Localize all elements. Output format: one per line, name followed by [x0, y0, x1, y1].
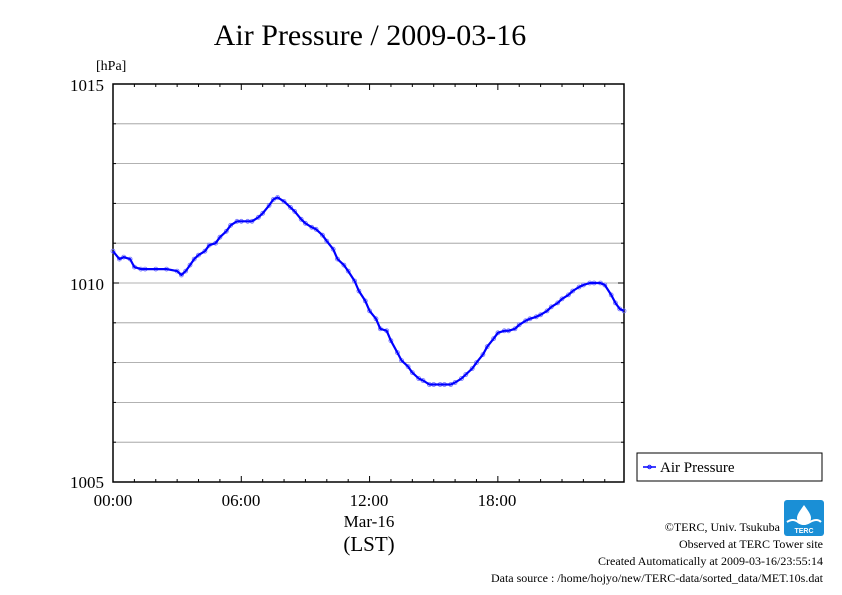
data-point — [183, 268, 189, 274]
logo-drop-icon — [797, 505, 811, 525]
y-axis-unit-label: [hPa] — [96, 59, 126, 74]
footer-source: Data source : /home/hojyo/new/TERC-data/… — [490, 571, 823, 585]
data-point — [298, 216, 304, 222]
data-point — [223, 228, 229, 234]
data-point — [217, 234, 223, 240]
legend-swatch-marker — [647, 464, 652, 470]
grid-lines — [113, 123, 624, 443]
footer-created: Created Automatically at 2009-03-16/23:5… — [598, 554, 823, 568]
x-tick-label-0600: 06:00 — [222, 491, 261, 510]
data-point — [187, 262, 193, 268]
data-point — [409, 370, 415, 376]
data-point — [110, 248, 116, 254]
terc-logo: TERC — [784, 500, 824, 536]
data-point — [260, 210, 266, 216]
logo-text: TERC — [794, 528, 813, 535]
data-point — [463, 372, 469, 377]
data-point — [469, 366, 475, 372]
x-tick-label-0000: 00:00 — [94, 491, 133, 510]
legend-box — [636, 452, 823, 482]
data-point — [320, 232, 325, 238]
y-tick-label-1005: 1005 — [70, 473, 104, 492]
data-point — [178, 272, 184, 278]
data-point — [292, 208, 298, 214]
chart-title: Air Pressure / 2009-03-16 — [214, 19, 526, 52]
legend: Air Pressure — [636, 452, 823, 482]
logo-wave-icon — [786, 519, 822, 525]
x-tick-label-1800: 18:00 — [478, 491, 517, 510]
y-tick-label-1015: 1015 — [70, 76, 104, 95]
data-point — [405, 364, 411, 370]
series-markers — [110, 194, 627, 387]
data-point — [474, 360, 479, 366]
x-axis-label: (LST) — [343, 532, 394, 556]
data-point — [266, 202, 272, 208]
minor-ticks — [112, 83, 624, 483]
data-point — [191, 256, 197, 262]
data-point — [341, 262, 347, 268]
x-date-label: Mar-16 — [344, 512, 395, 531]
legend-label: Air Pressure — [660, 460, 735, 476]
x-tick-label-1200: 12:00 — [350, 491, 389, 510]
data-point — [288, 204, 293, 210]
series-line-air-pressure — [112, 196, 625, 386]
data-point — [491, 336, 497, 342]
y-tick-label-1010: 1010 — [70, 275, 104, 294]
data-point — [324, 238, 330, 244]
footer-observed: Observed at TERC Tower site — [678, 537, 823, 551]
footer-copyright: ©TERC, Univ. Tsukuba — [664, 520, 780, 534]
